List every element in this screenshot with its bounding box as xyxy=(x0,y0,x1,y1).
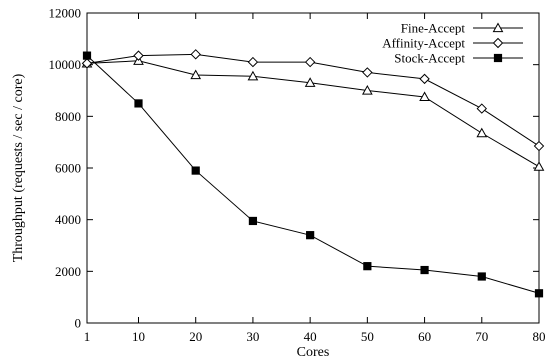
legend-label: Stock-Accept xyxy=(394,51,465,66)
data-point-stock-accept xyxy=(191,166,200,175)
y-axis-label: Throughput (requests / sec / core) xyxy=(11,73,26,262)
x-tick-label: 10 xyxy=(132,329,145,344)
data-point-affinity-accept xyxy=(304,56,316,68)
y-tick-label: 8000 xyxy=(55,109,81,124)
data-point-stock-accept xyxy=(134,99,143,108)
y-tick-label: 2000 xyxy=(55,264,81,279)
data-point-stock-accept xyxy=(363,262,372,271)
x-tick-label: 80 xyxy=(533,329,546,344)
legend-item-stock-accept: Stock-Accept xyxy=(394,51,523,66)
legend-item-fine-accept: Fine-Accept xyxy=(401,21,523,36)
data-point-stock-accept xyxy=(248,216,258,226)
data-point-affinity-accept xyxy=(247,56,259,68)
plot-area xyxy=(86,12,540,324)
data-point-fine-accept xyxy=(304,77,316,87)
data-point-stock-accept xyxy=(306,231,315,240)
legend-item-affinity-accept: Affinity-Accept xyxy=(382,36,523,51)
x-axis: 1 10 20 30 40 50 60 70 80 xyxy=(84,13,546,344)
x-tick-label: 30 xyxy=(246,329,259,344)
data-point-affinity-accept xyxy=(81,58,93,69)
x-tick-label: 50 xyxy=(361,329,374,344)
series-stock-accept xyxy=(82,51,544,298)
series-fine-accept xyxy=(81,55,545,171)
data-point-fine-accept xyxy=(362,84,373,95)
data-point-affinity-accept xyxy=(362,67,373,78)
legend-marker xyxy=(492,37,504,49)
data-point-affinity-accept xyxy=(133,50,144,61)
x-axis-label: Cores xyxy=(297,345,330,360)
x-tick-label: 40 xyxy=(304,329,317,344)
x-tick-label: 70 xyxy=(475,329,488,344)
data-point-fine-accept xyxy=(247,70,259,81)
series-line-stock-accept xyxy=(86,55,540,294)
data-point-stock-accept xyxy=(534,289,544,298)
data-point-affinity-accept xyxy=(190,49,201,60)
data-point-stock-accept xyxy=(82,51,92,60)
x-tick-label: 20 xyxy=(189,329,202,344)
data-point-stock-accept xyxy=(420,265,429,275)
data-point-stock-accept xyxy=(477,272,486,281)
data-point-affinity-accept xyxy=(476,103,487,114)
y-axis: 0 2000 4000 6000 8000 10000 12000 xyxy=(49,6,539,331)
data-point-fine-accept xyxy=(476,127,488,138)
y-tick-label: 4000 xyxy=(55,212,81,227)
y-tick-label: 0 xyxy=(75,316,82,331)
data-point-fine-accept xyxy=(419,91,430,102)
series-line-affinity-accept xyxy=(86,53,540,147)
series-affinity-accept xyxy=(81,49,545,152)
x-tick-label: 60 xyxy=(418,329,431,344)
data-point-affinity-accept xyxy=(533,140,545,152)
y-tick-label: 12000 xyxy=(49,6,82,21)
y-tick-label: 6000 xyxy=(55,161,81,176)
series-layer xyxy=(81,49,545,298)
y-tick-label: 10000 xyxy=(49,57,82,72)
legend-label: Affinity-Accept xyxy=(382,36,465,51)
legend-marker xyxy=(492,22,504,33)
data-point-fine-accept xyxy=(190,69,202,80)
x-tick-label: 1 xyxy=(84,329,91,344)
data-point-fine-accept xyxy=(533,161,545,171)
legend-marker xyxy=(493,53,503,63)
legend-label: Fine-Accept xyxy=(401,21,466,36)
plot-frame xyxy=(86,12,540,324)
series-line-fine-accept xyxy=(86,60,540,168)
data-point-affinity-accept xyxy=(419,73,430,85)
